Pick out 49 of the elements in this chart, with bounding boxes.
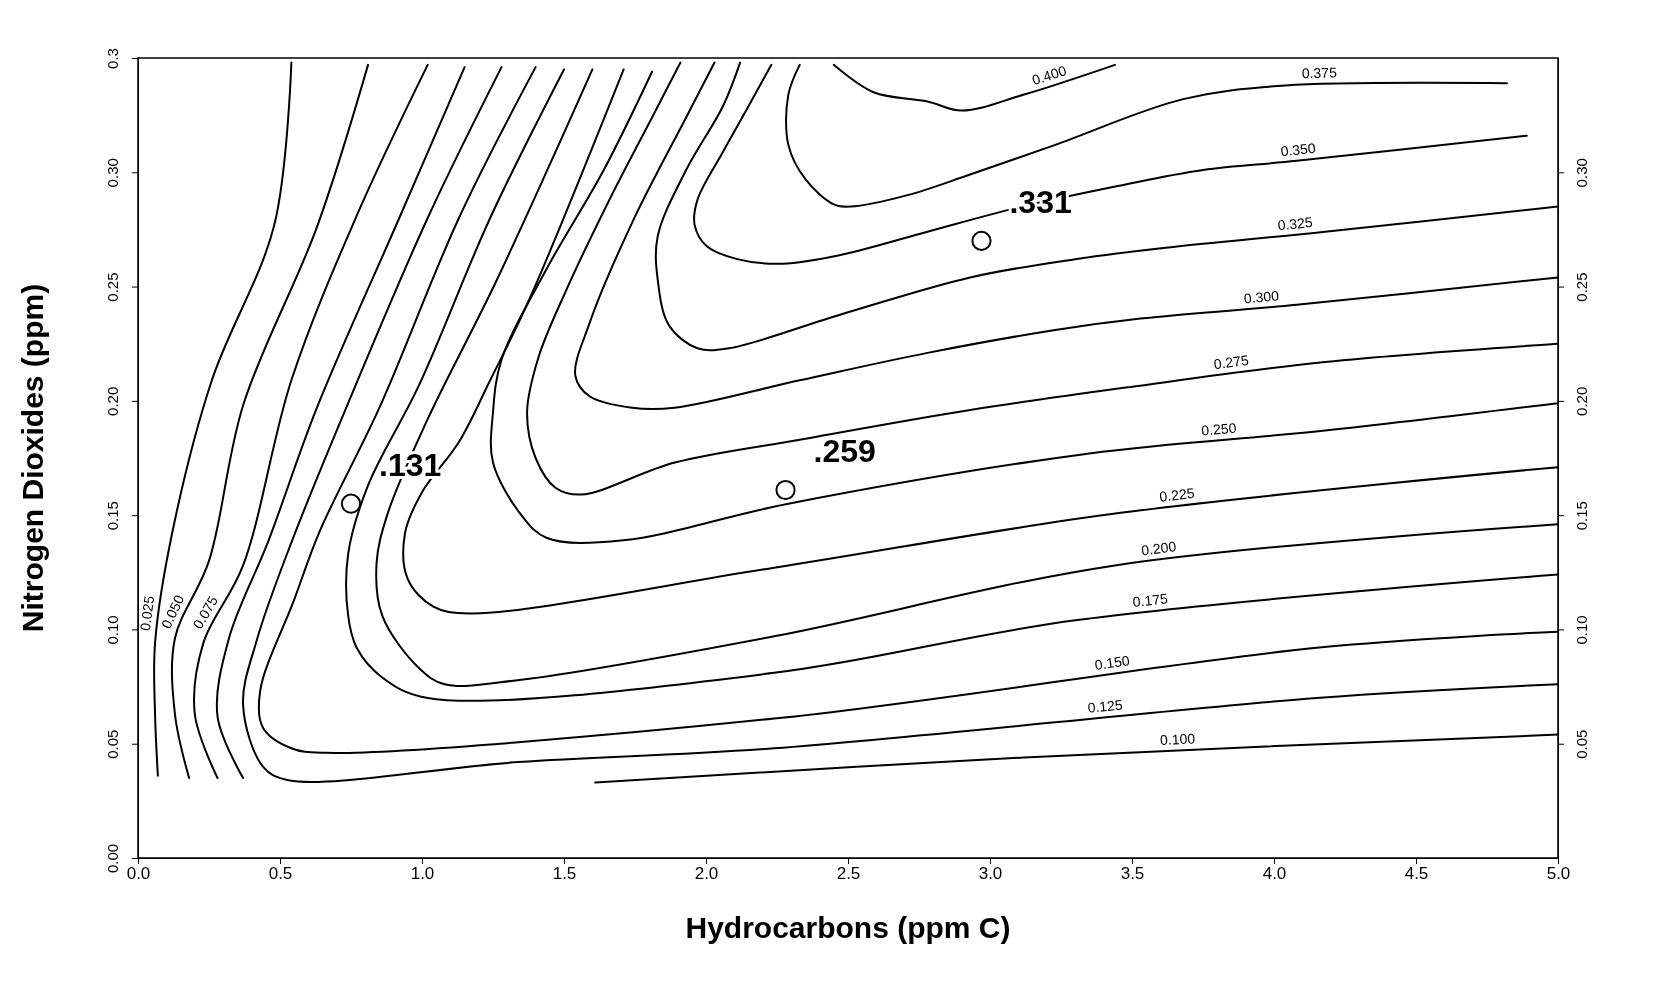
x-tick-label: 1.0 — [410, 864, 435, 884]
series-label: 0.250 — [1200, 419, 1238, 439]
series-label: 0.375 — [1301, 64, 1338, 82]
text: 0.200 — [1140, 538, 1178, 559]
text: 0.025 — [136, 594, 158, 632]
line-series — [832, 63, 1116, 112]
line-series — [693, 63, 1528, 265]
x-tick-label: 2.5 — [836, 864, 861, 884]
y-tick-label: 0.05 — [104, 729, 121, 759]
text: 0.325 — [1276, 213, 1314, 234]
y-tick-label: 0.3 — [104, 48, 121, 69]
x-tick-label: 0.5 — [268, 864, 293, 884]
y2-tick-label: 0.10 — [1573, 615, 1591, 645]
x-tick-label: 4.0 — [1262, 864, 1287, 884]
text: 0.125 — [1086, 696, 1124, 716]
x-tick-label: 3.0 — [978, 864, 1003, 884]
x-tick-label: 4.5 — [1404, 864, 1429, 884]
line-series — [153, 61, 293, 777]
y-tick-label: 0.25 — [104, 272, 121, 302]
y-tick-label: 0.30 — [104, 158, 121, 188]
series-label: 0.100 — [1159, 730, 1196, 748]
y2-tick-label: 0.05 — [1573, 729, 1591, 759]
y2-tick-label: 0.30 — [1573, 158, 1591, 188]
x-tick-label: 0.0 — [126, 864, 151, 884]
text: 0.175 — [1131, 590, 1169, 611]
text: 0.275 — [1212, 351, 1250, 373]
y-tick-label: 0.00 — [104, 843, 121, 874]
point — [971, 230, 992, 251]
y-tick-label: 0.15 — [104, 501, 121, 531]
x-tick-label: 1.5 — [552, 864, 577, 884]
annotation: .259 — [813, 433, 876, 469]
y-tick-label: 0.10 — [104, 615, 121, 645]
text: 0.150 — [1093, 652, 1131, 673]
text: 0.225 — [1158, 484, 1196, 505]
point — [775, 479, 796, 501]
x-tick-label: 2.0 — [694, 864, 719, 884]
text: 0.350 — [1279, 139, 1317, 160]
x-tick-label: 3.5 — [1120, 864, 1145, 884]
point — [340, 493, 362, 514]
x-tick-label: 5.0 — [1546, 864, 1571, 884]
text: 0.400 — [1029, 62, 1069, 89]
y2-tick-label: 0.20 — [1573, 386, 1591, 416]
text: 0.050 — [157, 592, 188, 632]
y2-tick-label: 0.15 — [1573, 501, 1591, 531]
x-axis-title: Hydrocarbons (ppm C) — [685, 911, 1011, 944]
series-label: 0.300 — [1243, 287, 1280, 307]
y-axis-title: Nitrogen Dioxides (ppm) — [16, 283, 49, 633]
y-tick-label: 0.20 — [104, 386, 121, 416]
y2-tick-label: 0.25 — [1573, 272, 1591, 302]
